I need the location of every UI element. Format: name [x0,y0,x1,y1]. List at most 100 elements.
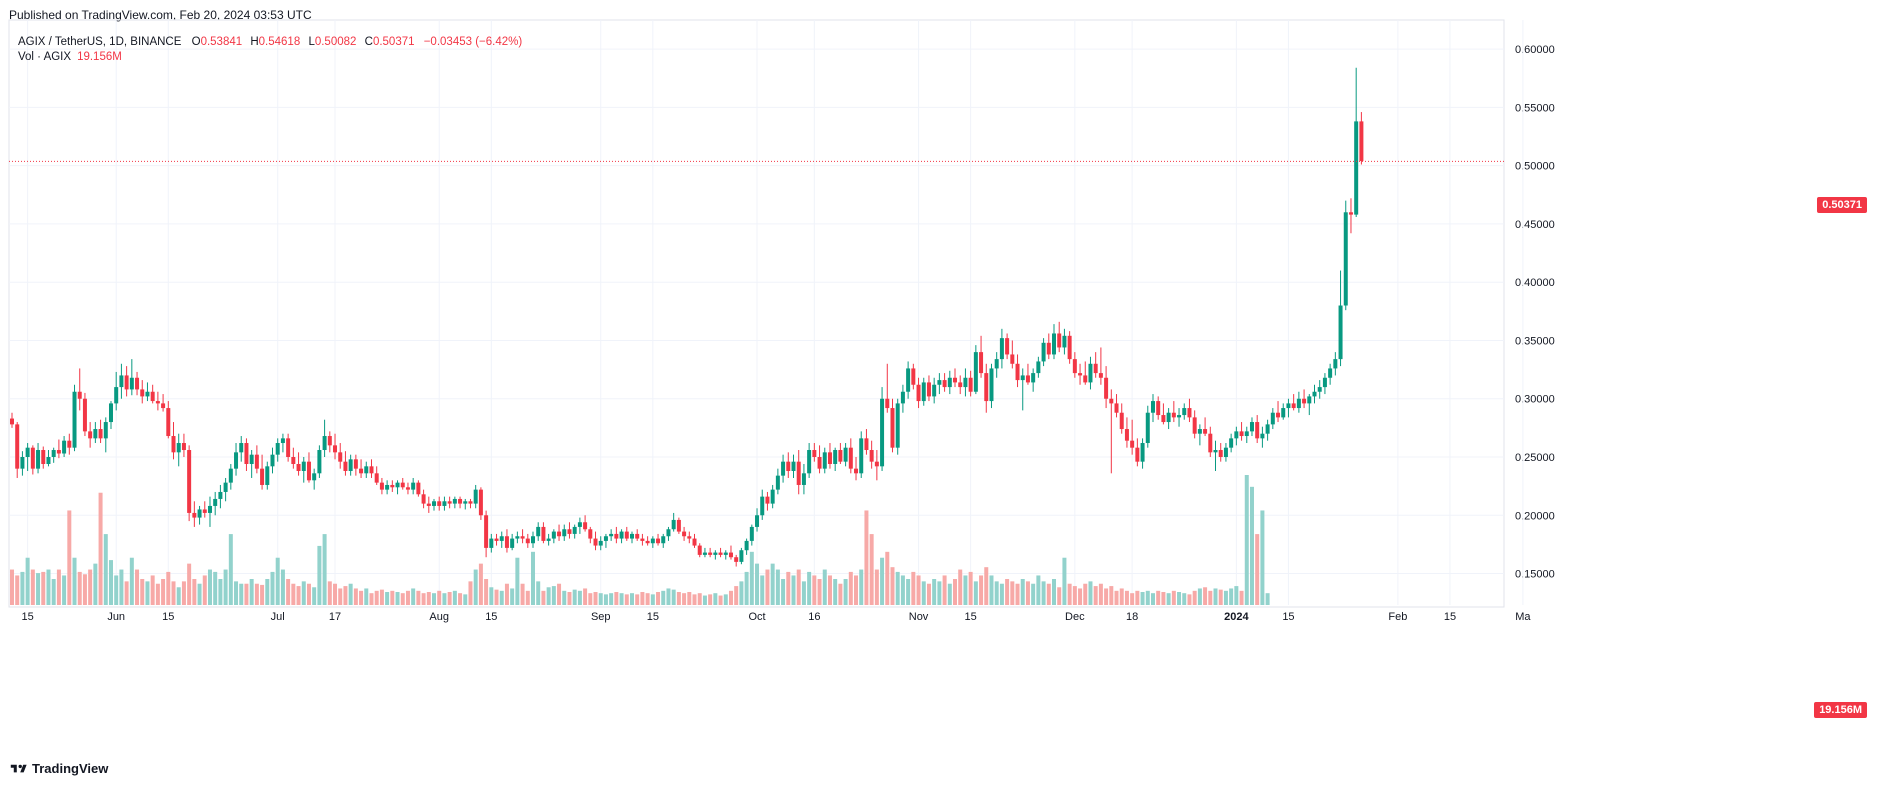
candle-body [900,391,905,404]
candle-body [1322,377,1327,388]
volume-bar [1140,592,1145,605]
candle-body [1197,429,1202,434]
volume-bar [41,571,46,605]
volume-bar [192,579,197,605]
x-tick-label: 15 [647,611,659,623]
volume-bar [619,593,624,605]
volume-bar [1130,593,1135,605]
footer-brand[interactable]: TradingView [9,761,108,776]
candle-body [463,501,468,504]
volume-bar [838,583,843,605]
volume-bar [275,557,280,605]
candle-body [1072,359,1077,374]
candle-body [468,501,473,504]
candle-body [1140,443,1145,462]
candle-body [181,443,186,451]
volume-bar [953,579,958,605]
candle-body [395,482,400,488]
volume-bar [1025,581,1030,605]
candle-body [51,450,56,458]
candle-body [1302,398,1307,404]
volume-bar [848,571,853,605]
volume-bar [1020,579,1025,605]
volume-bar [614,592,619,605]
volume-bar [1177,592,1182,605]
candle-body [499,536,504,541]
candle-body [687,536,692,539]
volume-bar [187,563,192,605]
candle-body [843,447,848,462]
candle-body [98,429,103,439]
candle-body [916,384,921,402]
high-label: H [250,36,259,48]
volume-bar [1166,593,1171,605]
volume-bar [46,569,51,605]
candle-body [775,475,780,490]
volume-bar [885,551,890,605]
volume-bar [958,569,963,605]
last-volume-tag: 19.156M [1814,702,1867,718]
candle-body [1343,212,1348,306]
candle-body [265,466,270,485]
volume-bar [207,569,212,605]
volume-bar [1114,590,1119,605]
candle-body [551,531,556,539]
volume-bar [661,590,666,605]
volume-bar [1109,586,1114,605]
candle-body [1046,342,1051,355]
volume-bar [843,579,848,605]
candle-body [364,466,369,474]
volume-bar [1223,590,1228,605]
candle-body [1031,373,1036,383]
volume-bar [994,581,999,605]
volume-bar [666,588,671,605]
candle-body [609,533,614,537]
volume-bar [911,571,916,605]
candle-body [1265,424,1270,434]
candle-body [661,536,666,544]
volume-bar [1031,583,1036,605]
candle-body [1088,363,1093,383]
candle-body [447,501,452,504]
candle-body [1067,335,1072,360]
candle-body [416,482,421,495]
candle-body [338,452,343,462]
volume-bar [895,571,900,605]
candle-body [947,377,952,388]
volume-bar [395,592,400,605]
x-tick-label: Nov [909,611,929,623]
candle-body [854,468,859,474]
candle-body [1078,373,1083,376]
volume-bar [51,579,56,605]
volume-bar [645,593,650,605]
candle-body [1312,391,1317,397]
candle-body [1171,412,1176,418]
volume-bar [728,590,733,605]
volume-bar [791,575,796,605]
volume-bar [338,588,343,605]
volume-bar [1098,583,1103,605]
candle-body [1333,359,1338,369]
candle-body [937,380,942,385]
volume-label[interactable]: Vol · AGIX [18,51,72,63]
candle-body [458,498,463,504]
symbol-label[interactable]: AGIX / TetherUS, 1D, BINANCE [18,36,182,48]
volume-bar [1145,590,1150,605]
candle-body [541,526,546,541]
candle-body [572,526,577,534]
candle-body [880,398,885,467]
candle-body [1052,333,1056,355]
candle-body [520,536,525,539]
ohlc-legend: AGIX / TetherUS, 1D, BINANCE O0.53841 H0… [18,33,522,51]
volume-bar [171,581,176,605]
candle-body [1187,408,1192,418]
candle-body [161,403,166,409]
candle-body [254,454,259,469]
volume-bar [900,575,905,605]
candle-body [155,401,160,404]
x-tick-label: Ma [1515,611,1531,623]
candle-body [1161,415,1166,423]
volume-bar [874,569,879,605]
candle-body [676,519,681,532]
